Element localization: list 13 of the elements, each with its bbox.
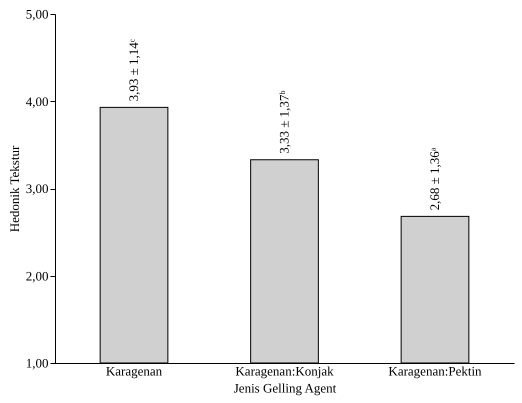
y-tick-label: 1,00 [26, 356, 48, 370]
x-tick-label: Karagenan:Pektin [388, 364, 482, 378]
y-tick-label: 5,00 [26, 6, 48, 22]
data-label: 3,93 ± 1,14ᶜ [126, 38, 142, 102]
y-tick-label: 3,00 [26, 181, 48, 196]
y-tick-label: 2,00 [26, 268, 48, 284]
x-tick-label: Karagenan [106, 364, 163, 378]
y-tick-label: 4,00 [26, 94, 48, 109]
data-label: 2,68 ± 1,36ᵃ [426, 147, 442, 210]
y-axis-title: Hedonik Tekstur [6, 145, 22, 232]
x-tick-label: Karagenan:Konjak [235, 364, 334, 378]
data-label: 3,33 ± 1,37ᵇ [276, 90, 292, 154]
x-axis-title: Jenis Gelling Agent [234, 380, 337, 396]
